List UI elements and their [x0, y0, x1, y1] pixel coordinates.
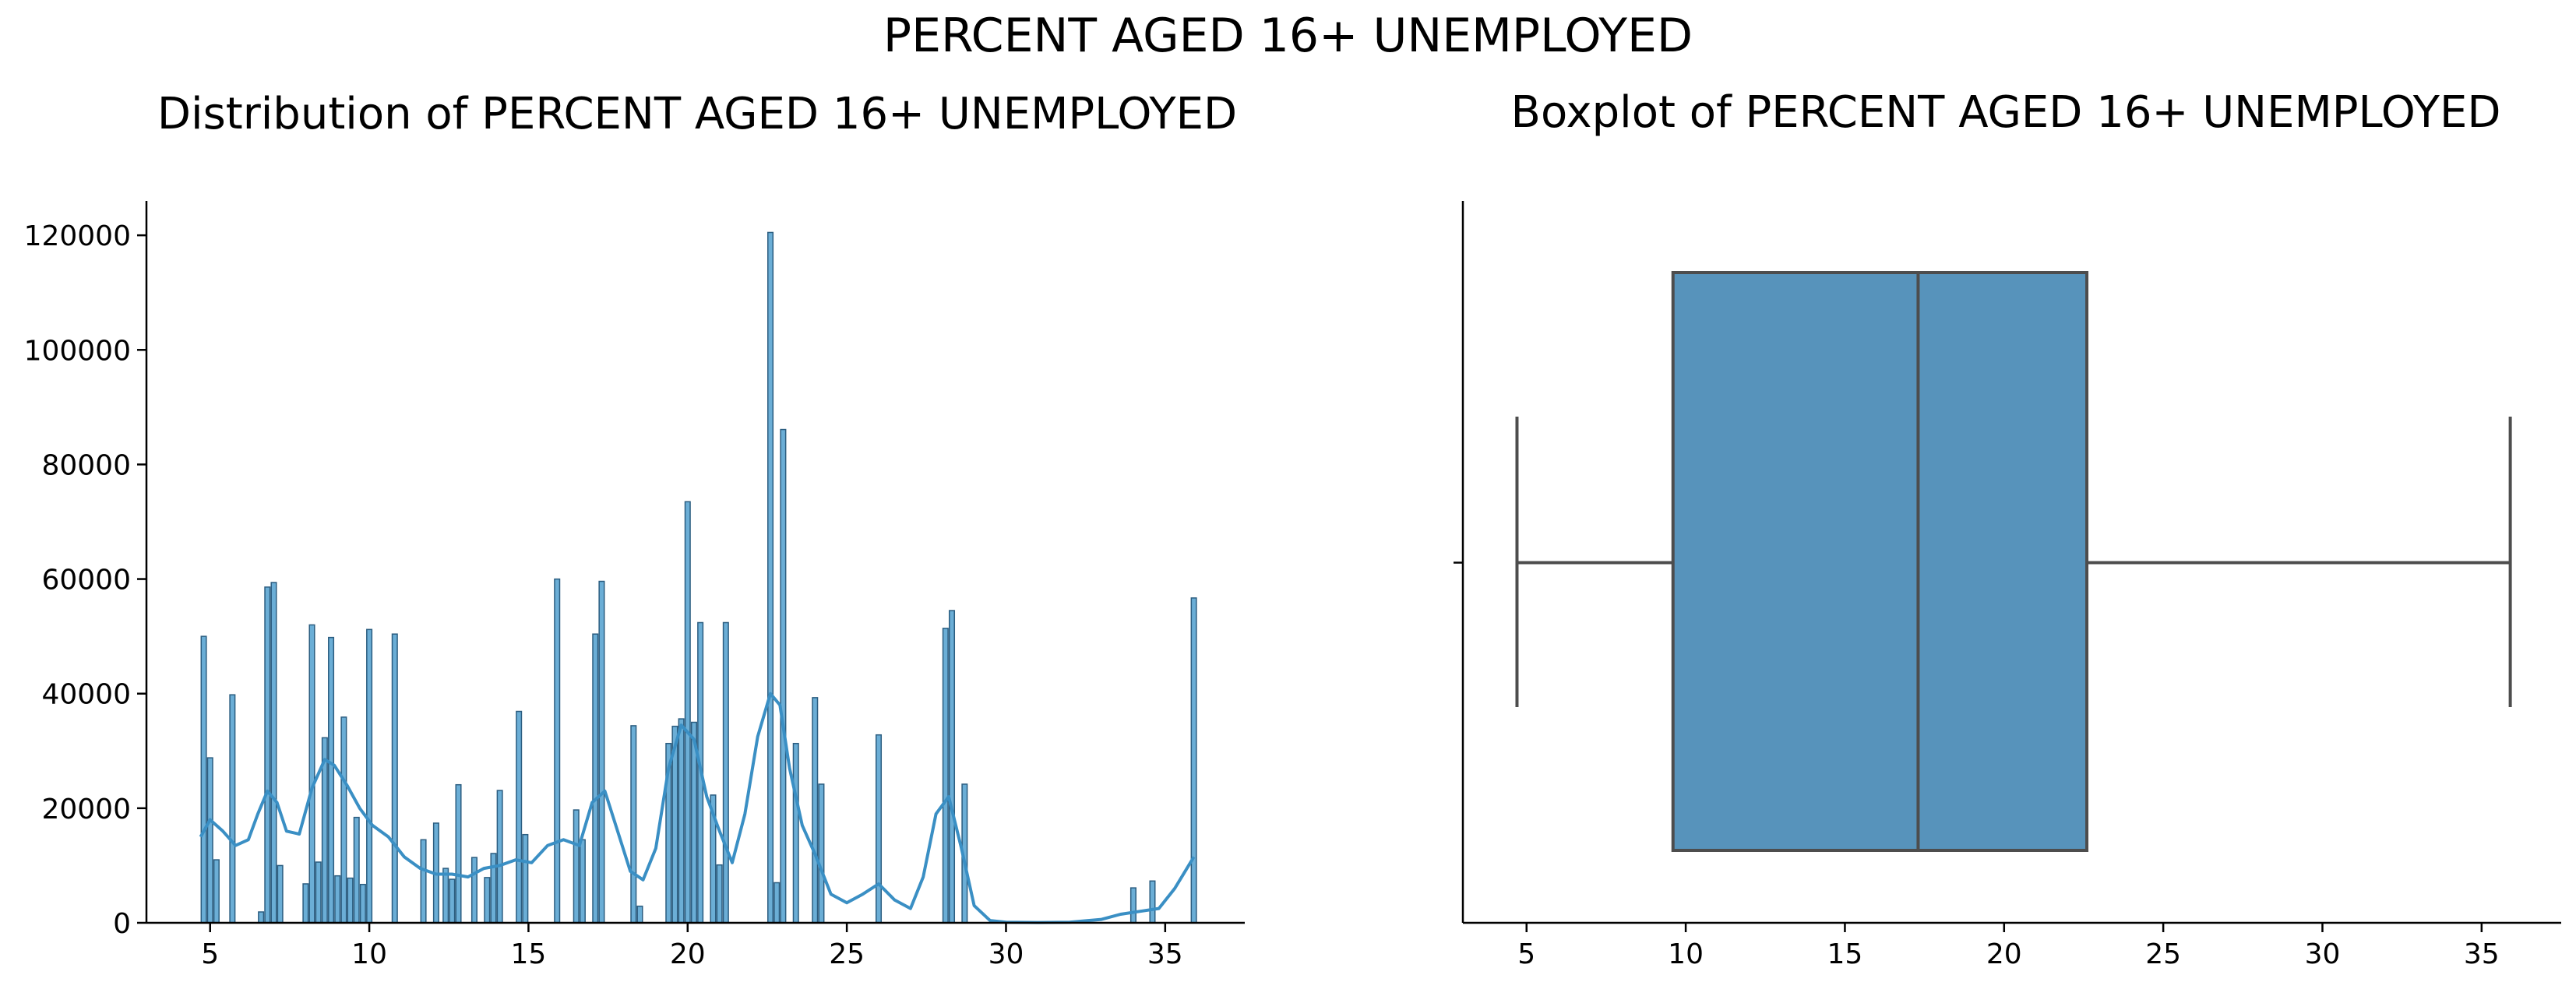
boxplot-title: Boxplot of PERCENT AGED 16+ UNEMPLOYED	[1510, 87, 2501, 138]
histogram-bar	[579, 839, 586, 924]
histogram-bar	[942, 628, 949, 924]
histogram-bar	[270, 582, 277, 924]
histogram-bar	[636, 905, 643, 924]
boxplot-x-tick-label: 25	[2145, 938, 2181, 970]
histogram-bar	[449, 878, 456, 924]
histogram-bar	[484, 877, 491, 924]
histogram-bar	[684, 501, 691, 924]
boxplot-x-tick-label: 30	[2305, 938, 2341, 970]
histogram-x-tick-label: 15	[511, 938, 547, 970]
histogram-bar	[780, 428, 787, 924]
histogram-bar	[353, 816, 360, 924]
histogram-bar	[792, 742, 799, 924]
histogram-y-tick-label: 120000	[24, 220, 131, 252]
boxplot-x-tick-label: 5	[1517, 938, 1535, 970]
histogram-bar	[340, 716, 347, 924]
histogram-axes: 5 10 15 20 25 30 35 0 20000 40000 60000 80000 100000…	[24, 201, 1245, 970]
histogram-bar	[258, 911, 265, 924]
histogram-bar	[630, 725, 637, 924]
histogram-bar	[592, 633, 599, 924]
histogram-x-tick-label: 5	[201, 938, 219, 970]
histogram-y-tick-label: 40000	[41, 679, 131, 711]
histogram-bar	[516, 710, 523, 924]
histogram-bar	[573, 809, 580, 924]
histogram-bar	[213, 859, 220, 924]
histogram-bar	[455, 783, 462, 924]
histogram-bar	[442, 868, 449, 924]
histogram-bar	[522, 833, 529, 924]
histogram-x-tick-label: 35	[1147, 938, 1183, 970]
histogram-bar	[1149, 880, 1156, 924]
histogram-bar	[598, 580, 605, 924]
histogram-bar	[818, 783, 825, 924]
histogram-bar	[1190, 597, 1197, 924]
histogram-bar	[328, 636, 335, 924]
histogram-y-tick-label: 60000	[41, 565, 131, 597]
histogram-bar	[774, 882, 781, 924]
histogram-x-tick-label: 25	[829, 938, 865, 970]
histogram-x-tick-label: 30	[988, 938, 1024, 970]
histogram-bar	[470, 857, 477, 924]
histogram-bar	[200, 635, 207, 924]
histogram-bar	[315, 861, 322, 924]
histogram-bar	[277, 864, 284, 924]
histogram-x-tick-label: 10	[351, 938, 387, 970]
histogram-bar	[264, 586, 271, 924]
histogram-bars	[200, 231, 1197, 924]
histogram-bar	[308, 624, 315, 924]
histogram-bar	[496, 790, 503, 924]
histogram-bar	[359, 883, 366, 924]
histogram-y-tick-label: 80000	[41, 449, 131, 481]
histogram-bar	[948, 610, 956, 924]
histogram-bar	[722, 621, 729, 924]
histogram-y-tick-label: 100000	[24, 335, 131, 367]
histogram-y-tick-label: 20000	[41, 794, 131, 825]
histogram-bar	[391, 633, 398, 924]
histogram-bar	[678, 718, 685, 924]
histogram-bar	[875, 734, 883, 924]
histogram-bar	[302, 883, 309, 924]
histogram-bar	[1129, 887, 1136, 924]
boxplot-x-tick-label: 10	[1668, 938, 1704, 970]
histogram-bar	[206, 757, 213, 924]
histogram-bar	[347, 877, 354, 924]
figure-title: PERCENT AGED 16+ UNEMPLOYED	[883, 9, 1693, 63]
kde-curve	[199, 692, 1196, 924]
histogram-bar	[366, 628, 373, 924]
histogram-bar	[554, 578, 561, 924]
boxplot-axes: 5 10 15 20 25 30 35	[1454, 201, 2561, 970]
boxplot	[1515, 271, 2512, 852]
histogram-bar	[767, 231, 774, 924]
interquartile-box	[1671, 271, 2089, 852]
histogram-bar	[420, 839, 427, 924]
histogram-title: Distribution of PERCENT AGED 16+ UNEMPLO…	[157, 89, 1238, 139]
histogram-bar	[812, 697, 819, 924]
histogram-bar	[716, 864, 723, 924]
boxplot-x-tick-label: 15	[1827, 938, 1863, 970]
histogram-y-tick-label: 0	[113, 908, 131, 940]
histogram-bar	[229, 694, 236, 924]
histogram-x-tick-label: 20	[670, 938, 706, 970]
boxplot-x-tick-label: 35	[2464, 938, 2500, 970]
histogram-bar	[334, 875, 341, 924]
boxplot-x-tick-label: 20	[1986, 938, 2022, 970]
histogram-bar	[490, 853, 497, 924]
